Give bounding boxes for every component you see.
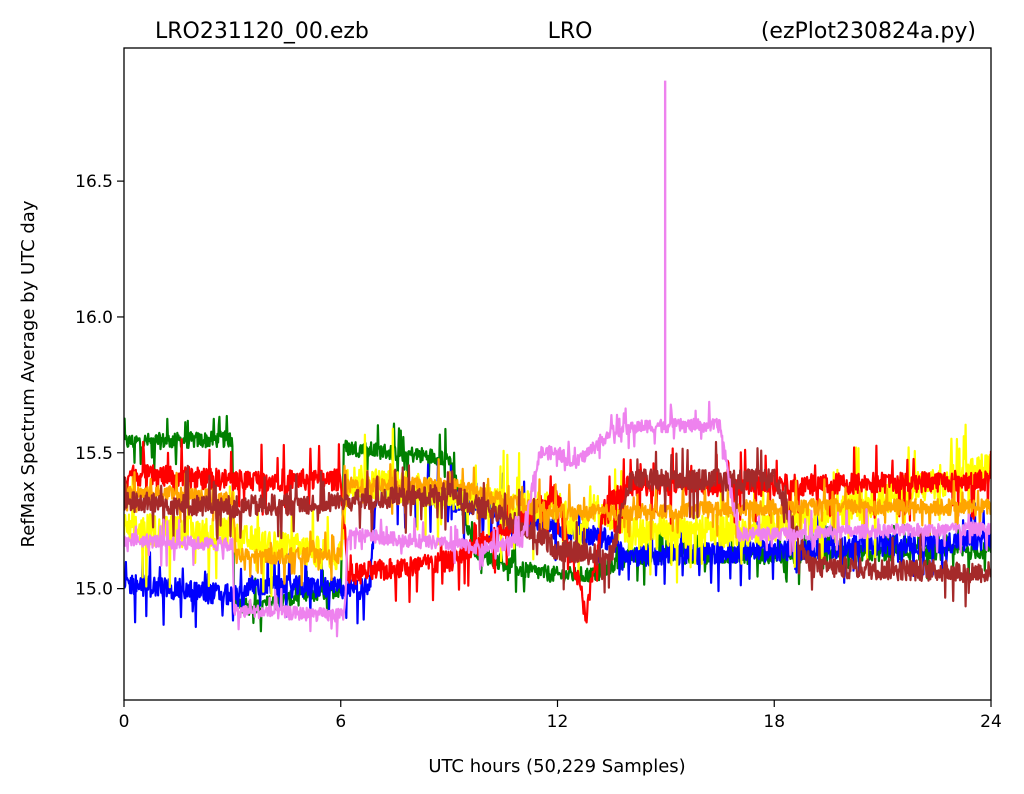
y-tick-label: 15.0 (75, 580, 113, 600)
chart-title-file: LRO231120_00.ezb (155, 19, 369, 44)
chart-title-station: LRO (548, 19, 593, 44)
x-tick-label: 18 (763, 712, 785, 732)
series-line-6 (124, 440, 991, 608)
y-axis-label: RefMax Spectrum Average by UTC day (18, 200, 39, 547)
x-tick-label: 24 (980, 712, 1002, 732)
x-axis-label: UTC hours (50,229 Samples) (428, 756, 685, 777)
chart-title-script: (ezPlot230824a.py) (761, 19, 976, 44)
y-tick-label: 16.0 (75, 308, 113, 328)
y-axis: 15.0 15.5 16.0 16.5 (75, 172, 124, 600)
x-tick-label: 6 (335, 712, 346, 732)
series-line-7 (124, 400, 991, 638)
y-tick-label: 15.5 (75, 444, 113, 464)
series-line-4 (124, 438, 991, 624)
y-tick-label: 16.5 (75, 172, 113, 192)
series-layer (124, 80, 991, 638)
x-tick-label: 0 (119, 712, 130, 732)
x-axis: 0 6 12 18 24 (119, 700, 1002, 732)
x-tick-label: 12 (547, 712, 569, 732)
